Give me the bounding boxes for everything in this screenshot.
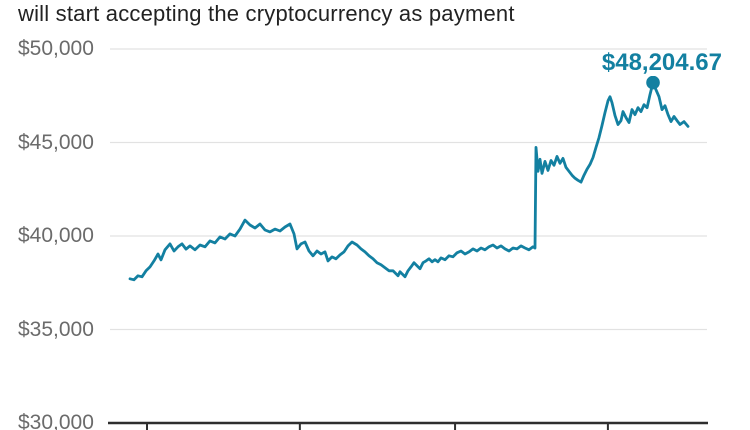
peak-marker-dot: [646, 75, 660, 90]
y-axis-label: $50,000: [18, 37, 94, 60]
y-axis-label: $40,000: [18, 224, 94, 247]
y-axis-label: $35,000: [18, 317, 94, 341]
chart-headline: will start accepting the cryptocurrency …: [18, 1, 515, 26]
y-axis-label: $45,000: [18, 130, 94, 154]
y-axis-label: $30,000: [18, 411, 94, 430]
latest-price-label: $48,204.67: [599, 49, 724, 76]
price-line: [128, 81, 690, 282]
